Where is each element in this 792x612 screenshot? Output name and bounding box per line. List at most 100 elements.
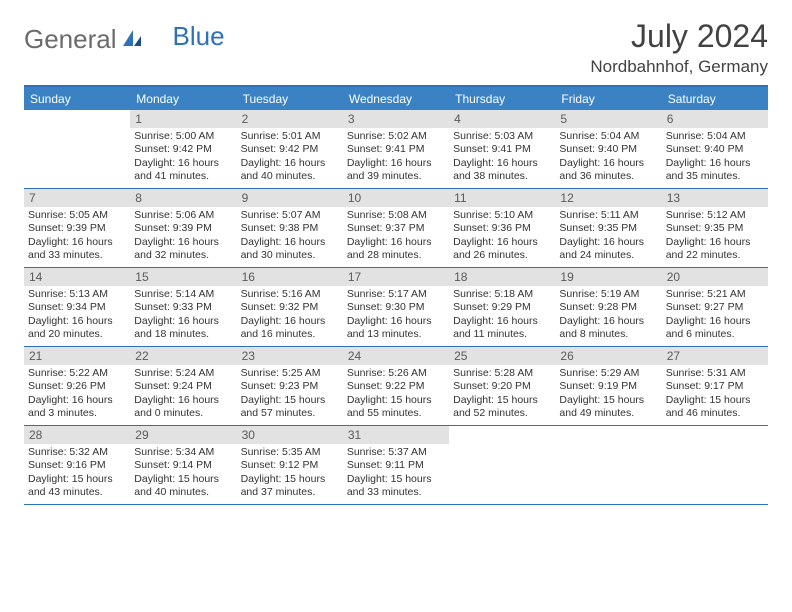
daylight-text: Daylight: 16 hours and 35 minutes. (666, 157, 764, 184)
day-number: 11 (449, 189, 555, 207)
sunrise-text: Sunrise: 5:19 AM (559, 288, 657, 301)
day-number: 16 (237, 268, 343, 286)
calendar-cell: 12Sunrise: 5:11 AMSunset: 9:35 PMDayligh… (555, 189, 661, 267)
daylight-text: Daylight: 16 hours and 39 minutes. (347, 157, 445, 184)
daylight-text: Daylight: 16 hours and 28 minutes. (347, 236, 445, 263)
daylight-text: Daylight: 15 hours and 55 minutes. (347, 394, 445, 421)
day-number: 14 (24, 268, 130, 286)
day-details: Sunrise: 5:37 AMSunset: 9:11 PMDaylight:… (343, 444, 449, 504)
daylight-text: Daylight: 15 hours and 33 minutes. (347, 473, 445, 500)
sunrise-text: Sunrise: 5:22 AM (28, 367, 126, 380)
sunset-text: Sunset: 9:26 PM (28, 380, 126, 393)
sunset-text: Sunset: 9:38 PM (241, 222, 339, 235)
sunset-text: Sunset: 9:33 PM (134, 301, 232, 314)
day-number: 3 (343, 110, 449, 128)
day-number: 15 (130, 268, 236, 286)
weekday-header: Thursday (449, 87, 555, 110)
sunset-text: Sunset: 9:35 PM (666, 222, 764, 235)
sunset-text: Sunset: 9:32 PM (241, 301, 339, 314)
calendar-week: 1Sunrise: 5:00 AMSunset: 9:42 PMDaylight… (24, 110, 768, 189)
sunrise-text: Sunrise: 5:12 AM (666, 209, 764, 222)
sunset-text: Sunset: 9:34 PM (28, 301, 126, 314)
day-details: Sunrise: 5:00 AMSunset: 9:42 PMDaylight:… (130, 128, 236, 188)
day-details: Sunrise: 5:04 AMSunset: 9:40 PMDaylight:… (662, 128, 768, 188)
calendar-cell: 19Sunrise: 5:19 AMSunset: 9:28 PMDayligh… (555, 268, 661, 346)
calendar-cell: 17 Sunrise: 5:17 AMSunset: 9:30 PMDayligh… (343, 268, 449, 346)
sunrise-text: Sunrise: 5:11 AM (559, 209, 657, 222)
sunset-text: Sunset: 9:30 PM (347, 301, 445, 314)
day-number: 25 (449, 347, 555, 365)
sunset-text: Sunset: 9:36 PM (453, 222, 551, 235)
calendar-cell (449, 426, 555, 504)
sunset-text: Sunset: 9:23 PM (241, 380, 339, 393)
day-details: Sunrise: 5:35 AMSunset: 9:12 PMDaylight:… (237, 444, 343, 504)
day-number: 17 (343, 268, 449, 286)
calendar-cell: 1Sunrise: 5:00 AMSunset: 9:42 PMDaylight… (130, 110, 236, 188)
logo: General Blue (24, 18, 225, 55)
day-details: Sunrise: 5:12 AMSunset: 9:35 PMDaylight:… (662, 207, 768, 267)
day-number: 30 (237, 426, 343, 444)
sunrise-text: Sunrise: 5:06 AM (134, 209, 232, 222)
sunrise-text: Sunrise: 5:05 AM (28, 209, 126, 222)
weekday-header: Wednesday (343, 87, 449, 110)
sunset-text: Sunset: 9:39 PM (134, 222, 232, 235)
calendar-cell: 7Sunrise: 5:05 AMSunset: 9:39 PMDaylight… (24, 189, 130, 267)
daylight-text: Daylight: 16 hours and 40 minutes. (241, 157, 339, 184)
sunset-text: Sunset: 9:39 PM (28, 222, 126, 235)
weekday-header: Friday (555, 87, 661, 110)
daylight-text: Daylight: 16 hours and 3 minutes. (28, 394, 126, 421)
day-details: Sunrise: 5:25 AMSunset: 9:23 PMDaylight:… (237, 365, 343, 425)
page-title: July 2024 (590, 18, 768, 55)
day-number: 22 (130, 347, 236, 365)
calendar-week: 21Sunrise: 5:22 AMSunset: 9:26 PMDayligh… (24, 347, 768, 426)
sunset-text: Sunset: 9:40 PM (559, 143, 657, 156)
day-number: 13 (662, 189, 768, 207)
header: General Blue July 2024 Nordbahnhof, Germ… (24, 18, 768, 77)
calendar-cell: 5Sunrise: 5:04 AMSunset: 9:40 PMDaylight… (555, 110, 661, 188)
weekday-header: Monday (130, 87, 236, 110)
calendar-cell: 11Sunrise: 5:10 AMSunset: 9:36 PMDayligh… (449, 189, 555, 267)
sunrise-text: Sunrise: 5:10 AM (453, 209, 551, 222)
day-number: 21 (24, 347, 130, 365)
calendar-cell (555, 426, 661, 504)
sunset-text: Sunset: 9:24 PM (134, 380, 232, 393)
sunrise-text: Sunrise: 5:03 AM (453, 130, 551, 143)
day-number: 27 (662, 347, 768, 365)
calendar-body: 1Sunrise: 5:00 AMSunset: 9:42 PMDaylight… (24, 110, 768, 505)
sunrise-text: Sunrise: 5:17 AM (347, 288, 445, 301)
sunrise-text: Sunrise: 5:04 AM (666, 130, 764, 143)
day-details: Sunrise: 5:14 AMSunset: 9:33 PMDaylight:… (130, 286, 236, 346)
calendar-cell: 22Sunrise: 5:24 AMSunset: 9:24 PMDayligh… (130, 347, 236, 425)
day-number: 2 (237, 110, 343, 128)
sunrise-text: Sunrise: 5:32 AM (28, 446, 126, 459)
day-details: Sunrise: 5:05 AMSunset: 9:39 PMDaylight:… (24, 207, 130, 267)
calendar: SundayMondayTuesdayWednesdayThursdayFrid… (24, 85, 768, 505)
calendar-cell: 18Sunrise: 5:18 AMSunset: 9:29 PMDayligh… (449, 268, 555, 346)
daylight-text: Daylight: 16 hours and 41 minutes. (134, 157, 232, 184)
daylight-text: Daylight: 16 hours and 36 minutes. (559, 157, 657, 184)
day-details: Sunrise: 5:13 AMSunset: 9:34 PMDaylight:… (24, 286, 130, 346)
sunset-text: Sunset: 9:22 PM (347, 380, 445, 393)
sunrise-text: Sunrise: 5:14 AM (134, 288, 232, 301)
day-details: Sunrise: 5:01 AMSunset: 9:42 PMDaylight:… (237, 128, 343, 188)
day-number: 7 (24, 189, 130, 207)
day-number: 6 (662, 110, 768, 128)
calendar-cell: 2Sunrise: 5:01 AMSunset: 9:42 PMDaylight… (237, 110, 343, 188)
daylight-text: Daylight: 16 hours and 22 minutes. (666, 236, 764, 263)
calendar-week: 14Sunrise: 5:13 AMSunset: 9:34 PMDayligh… (24, 268, 768, 347)
logo-text-blue: Blue (173, 21, 225, 52)
day-details: Sunrise: 5:02 AMSunset: 9:41 PMDaylight:… (343, 128, 449, 188)
day-number: 26 (555, 347, 661, 365)
sunrise-text: Sunrise: 5:26 AM (347, 367, 445, 380)
day-details: Sunrise: 5:34 AMSunset: 9:14 PMDaylight:… (130, 444, 236, 504)
sunrise-text: Sunrise: 5:18 AM (453, 288, 551, 301)
day-details: Sunrise: 5:06 AMSunset: 9:39 PMDaylight:… (130, 207, 236, 267)
daylight-text: Daylight: 16 hours and 18 minutes. (134, 315, 232, 342)
sunset-text: Sunset: 9:37 PM (347, 222, 445, 235)
daylight-text: Daylight: 16 hours and 38 minutes. (453, 157, 551, 184)
calendar-week: 28Sunrise: 5:32 AMSunset: 9:16 PMDayligh… (24, 426, 768, 505)
sunrise-text: Sunrise: 5:07 AM (241, 209, 339, 222)
sunrise-text: Sunrise: 5:29 AM (559, 367, 657, 380)
daylight-text: Daylight: 15 hours and 46 minutes. (666, 394, 764, 421)
daylight-text: Daylight: 16 hours and 13 minutes. (347, 315, 445, 342)
